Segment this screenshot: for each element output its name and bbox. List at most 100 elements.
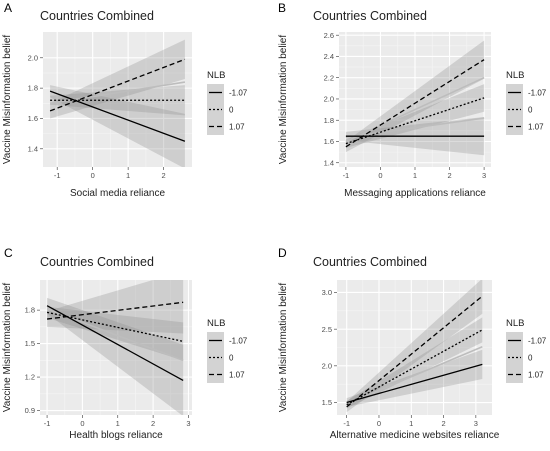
x-tick-label: -1 [343, 419, 350, 428]
legend: NLB -1.07 0 1.07 [506, 318, 547, 383]
legend: NLB -1.07 0 1.07 [207, 318, 248, 383]
x-axis-label: Health blogs reliance [69, 430, 163, 441]
data-layer [49, 39, 186, 167]
legend-label: -1.07 [229, 89, 248, 98]
legend-title: NLB [207, 70, 225, 81]
series-line [46, 311, 184, 342]
grey-fit-line [345, 117, 485, 139]
x-tick-label: 0 [378, 171, 382, 180]
x-tick-label: -1 [44, 419, 51, 428]
ci-band [50, 85, 185, 116]
series-line [49, 90, 186, 142]
plot-background [43, 32, 192, 167]
legend-label: 1.07 [229, 371, 245, 380]
x-axis-label: Alternative medicine websites reliance [330, 430, 500, 441]
grey-fit-line [346, 346, 483, 405]
y-tick-label: 1.4 [324, 158, 334, 167]
y-tick-label: 1.8 [28, 84, 38, 93]
series-line [345, 59, 485, 148]
legend-label: 0 [528, 354, 533, 363]
panel-B: B Countries Combined -1 0 1 2 3 1.4 1.6 1.8 2.0 2.2… [278, 1, 547, 199]
legend-title: NLB [506, 318, 524, 329]
y-axis-label: Vaccine Misinformation belief [278, 283, 289, 413]
x-tick-label: 1 [409, 419, 413, 428]
x-axis-label: Social media reliance [70, 188, 165, 199]
ci-band [47, 280, 184, 334]
y-tick-label: 1.2 [25, 373, 35, 382]
y-tick-label: 1.8 [324, 116, 334, 125]
legend-key [207, 366, 224, 383]
x-tick-label: 1 [126, 171, 130, 180]
panel-A: A Countries Combined -1 0 1 2 1.4 1.6 1.8 2.0 Soci… [2, 1, 248, 199]
panel-title: Countries Combined [313, 255, 427, 269]
series-line [46, 305, 184, 381]
x-tick-label: 0 [80, 419, 84, 428]
legend-key [506, 118, 523, 135]
series-line [346, 329, 483, 406]
legend-key [506, 101, 523, 118]
y-tick-label: 2.2 [324, 73, 334, 82]
ci-band [50, 85, 185, 167]
x-tick-label: 3 [474, 419, 478, 428]
data-layer [345, 40, 485, 156]
x-tick-label: -1 [343, 171, 350, 180]
x-tick-label: 3 [482, 171, 486, 180]
legend-label: -1.07 [528, 89, 547, 98]
legend-key [506, 349, 523, 366]
ci-band [346, 317, 483, 409]
y-tick-label: 2.5 [322, 325, 332, 334]
y-tick-label: 1.8 [25, 306, 35, 315]
y-tick-label: 2.0 [324, 95, 334, 104]
x-tick-label: 2 [447, 171, 451, 180]
series-line [346, 295, 483, 408]
y-axis-label: Vaccine Misinformation belief [278, 35, 289, 165]
y-axis-label: Vaccine Misinformation belief [2, 283, 13, 413]
x-tick-label: 2 [162, 171, 166, 180]
y-tick-label: 0.9 [25, 406, 35, 415]
y-tick-label: 3.0 [322, 288, 332, 297]
ci-band [47, 297, 184, 415]
y-tick-label: 2.0 [322, 361, 332, 370]
legend-label: 0 [229, 106, 234, 115]
y-tick-label: 1.5 [322, 398, 332, 407]
y-tick-label: 1.6 [324, 137, 334, 146]
legend-label: 1.07 [528, 123, 544, 132]
y-tick-label: 1.4 [28, 144, 38, 153]
series-line [346, 363, 483, 404]
panel-title: Countries Combined [313, 9, 427, 23]
legend: NLB -1.07 0 1.07 [506, 70, 547, 135]
panel-title: Countries Combined [40, 9, 154, 23]
x-tick-label: 1 [413, 171, 417, 180]
panel-letter: D [278, 246, 287, 260]
series-line [46, 301, 184, 320]
legend-key [207, 349, 224, 366]
x-tick-label: 3 [186, 419, 190, 428]
legend-title: NLB [207, 318, 225, 329]
grey-fit-line [345, 76, 485, 143]
legend-label: 1.07 [229, 123, 245, 132]
x-tick-label: 1 [116, 419, 120, 428]
panel-C: C Countries Combined -1 0 1 2 3 0.9 1.2 1.5 1.8 Hea… [2, 246, 248, 441]
legend-label: 0 [229, 354, 234, 363]
legend-key [506, 366, 523, 383]
x-tick-label: 2 [441, 419, 445, 428]
panel-letter: C [4, 246, 13, 260]
series-line [345, 97, 485, 145]
panel-D: D Countries Combined -1 0 1 2 3 1.5 2.0 2.5 3.0 Alt… [278, 246, 547, 441]
x-tick-label: 0 [377, 419, 381, 428]
legend-key [207, 118, 224, 135]
legend-label: -1.07 [528, 337, 547, 346]
panel-letter: A [4, 1, 12, 15]
y-axis-label: Vaccine Misinformation belief [2, 35, 13, 165]
plot-background [40, 280, 192, 415]
y-tick-label: 1.5 [25, 339, 35, 348]
x-axis-label: Messaging applications reliance [344, 188, 486, 199]
legend: NLB -1.07 0 1.07 [207, 70, 248, 135]
data-layer [346, 280, 483, 413]
series-line [49, 58, 186, 112]
legend-title: NLB [506, 70, 524, 81]
x-tick-label: 0 [91, 171, 95, 180]
legend-label: 1.07 [528, 371, 544, 380]
ci-band [345, 40, 485, 153]
